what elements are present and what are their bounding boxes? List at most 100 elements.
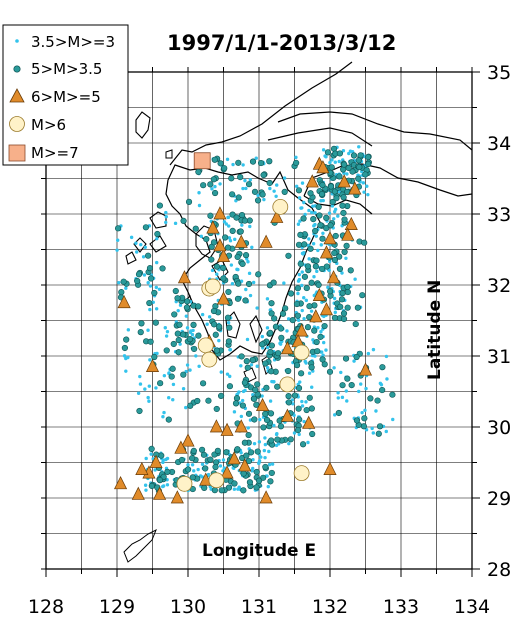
quake-m35 (296, 416, 303, 423)
quake-m3 (344, 389, 349, 393)
quake-m3 (126, 328, 131, 332)
quake-m5 (259, 234, 273, 248)
quake-m5 (113, 476, 128, 490)
quake-m35 (332, 232, 339, 240)
quake-m35 (249, 158, 257, 165)
y-tick-label: 31 (487, 346, 511, 368)
quake-m3 (241, 389, 246, 394)
quake-m35 (210, 321, 218, 328)
quake-m3 (146, 395, 150, 400)
quake-m35 (233, 395, 241, 402)
quake-m3 (143, 245, 147, 249)
quake-m35 (360, 423, 368, 430)
quake-m3 (300, 283, 304, 288)
quake-m35 (304, 324, 312, 331)
quake-m3 (298, 219, 302, 223)
quake-m35 (208, 256, 215, 263)
quake-m3 (353, 277, 357, 281)
quake-m35 (311, 327, 318, 334)
quake-m35 (180, 217, 187, 225)
quake-m35 (148, 445, 155, 453)
quake-m3 (330, 158, 334, 162)
quake-m3 (135, 250, 139, 254)
quake-m3 (302, 295, 306, 300)
quake-m3 (240, 223, 244, 227)
quake-m7 (193, 152, 211, 170)
quake-m35 (323, 263, 330, 270)
quake-m35 (344, 288, 351, 296)
quake-m3 (294, 155, 298, 160)
quake-m3 (215, 272, 219, 276)
quake-m35 (277, 423, 285, 430)
quake-m3 (237, 485, 241, 489)
quake-m3 (239, 364, 243, 368)
quake-m5 (341, 227, 355, 241)
quake-m35 (306, 394, 313, 401)
quake-m3 (265, 366, 270, 370)
quake-m5 (344, 216, 358, 230)
quake-m3 (272, 189, 276, 193)
quake-m3 (307, 208, 311, 213)
quake-m35 (251, 416, 258, 423)
quake-m3 (251, 280, 256, 285)
quake-m3 (147, 384, 152, 388)
quake-m3 (164, 214, 168, 219)
quake-m3 (378, 381, 383, 386)
quake-m35 (336, 150, 344, 157)
y-tick-label: 33 (487, 204, 511, 226)
quake-m3 (300, 399, 304, 404)
quake-m5 (319, 302, 334, 316)
quake-m35 (318, 191, 326, 198)
quake-m35 (270, 279, 277, 286)
quake-m3 (138, 382, 143, 386)
legend-label-5: M>=7 (31, 144, 79, 162)
quake-m3 (268, 186, 272, 191)
quake-m3 (218, 182, 222, 186)
quake-m35 (255, 477, 263, 484)
quake-m35 (348, 382, 355, 389)
quake-m35 (365, 153, 372, 161)
quake-m35 (353, 353, 360, 361)
quake-m35 (340, 209, 347, 217)
quake-m3 (257, 461, 261, 465)
quake-m3 (115, 248, 119, 252)
quake-m35 (237, 228, 244, 235)
quake-m35 (164, 468, 171, 475)
quake-m3 (165, 483, 170, 487)
quake-m3 (190, 332, 195, 337)
quake-m35 (195, 168, 202, 176)
quake-m5 (234, 419, 248, 433)
quake-m35 (299, 441, 307, 448)
quake-m35 (317, 222, 324, 229)
quake-m35 (184, 298, 191, 305)
quake-m3 (171, 382, 176, 387)
legend-square-icon (8, 144, 26, 162)
quake-m35 (146, 299, 153, 307)
quake-m35 (225, 288, 232, 296)
quake-m35 (267, 478, 274, 485)
quake-m3 (250, 245, 254, 250)
quake-m35 (223, 449, 230, 456)
quake-m5 (348, 181, 362, 195)
quake-m3 (384, 429, 388, 434)
x-tick-label: 134 (454, 596, 490, 618)
quake-m3 (296, 291, 300, 296)
quake-m35 (341, 216, 348, 223)
quake-m35 (352, 320, 359, 328)
quake-m3 (327, 211, 332, 215)
quake-m35 (293, 362, 301, 369)
quake-m5 (216, 248, 231, 262)
quake-m35 (134, 277, 141, 285)
quake-m35 (379, 386, 386, 394)
quake-m3 (218, 464, 223, 468)
quake-m3 (282, 281, 286, 285)
quake-m35 (245, 410, 253, 417)
quake-m35 (211, 487, 218, 494)
quake-m35 (174, 330, 181, 337)
quake-m35 (263, 416, 271, 424)
quake-m3 (196, 467, 200, 472)
quake-m35 (241, 379, 249, 386)
quake-m5 (323, 461, 337, 475)
quake-m35 (304, 263, 312, 270)
quake-m3 (237, 390, 241, 394)
